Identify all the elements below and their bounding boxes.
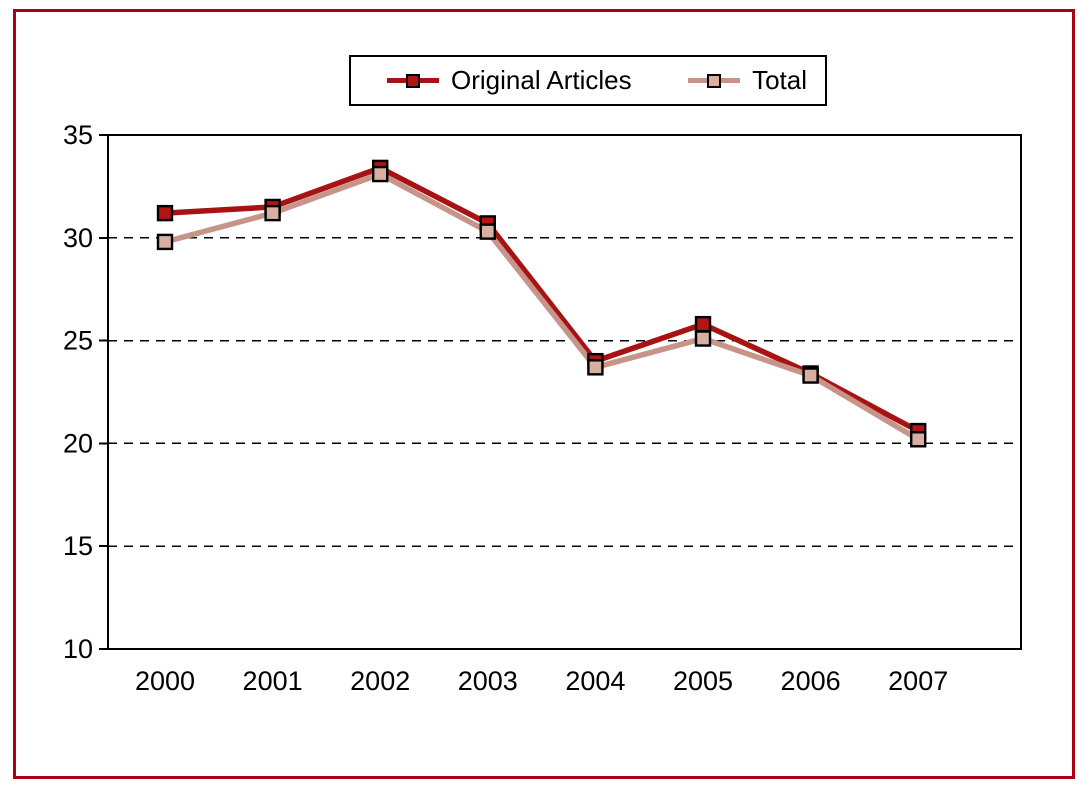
svg-text:2005: 2005 <box>673 666 733 696</box>
legend-entry-original-articles: Original Articles <box>387 67 632 95</box>
svg-text:2000: 2000 <box>135 666 195 696</box>
svg-text:2007: 2007 <box>888 666 948 696</box>
legend-line-sample-icon <box>387 73 439 89</box>
legend-marker-original-articles <box>406 73 420 88</box>
legend: Original Articles Total <box>349 55 827 106</box>
legend-line-sample-icon <box>688 73 741 89</box>
legend-label-total: Total <box>752 64 807 95</box>
svg-text:2004: 2004 <box>565 666 625 696</box>
svg-text:10: 10 <box>63 634 93 664</box>
svg-text:2006: 2006 <box>781 666 841 696</box>
outer-border <box>13 9 1075 779</box>
svg-text:2002: 2002 <box>350 666 410 696</box>
svg-text:35: 35 <box>63 120 93 150</box>
svg-text:2003: 2003 <box>458 666 518 696</box>
svg-text:2001: 2001 <box>243 666 303 696</box>
svg-text:25: 25 <box>63 326 93 356</box>
svg-text:20: 20 <box>63 428 93 458</box>
svg-text:15: 15 <box>63 531 93 561</box>
svg-text:30: 30 <box>63 223 93 253</box>
legend-marker-total <box>707 73 722 88</box>
legend-entry-total: Total <box>688 67 807 95</box>
legend-label-original-articles: Original Articles <box>451 64 632 95</box>
